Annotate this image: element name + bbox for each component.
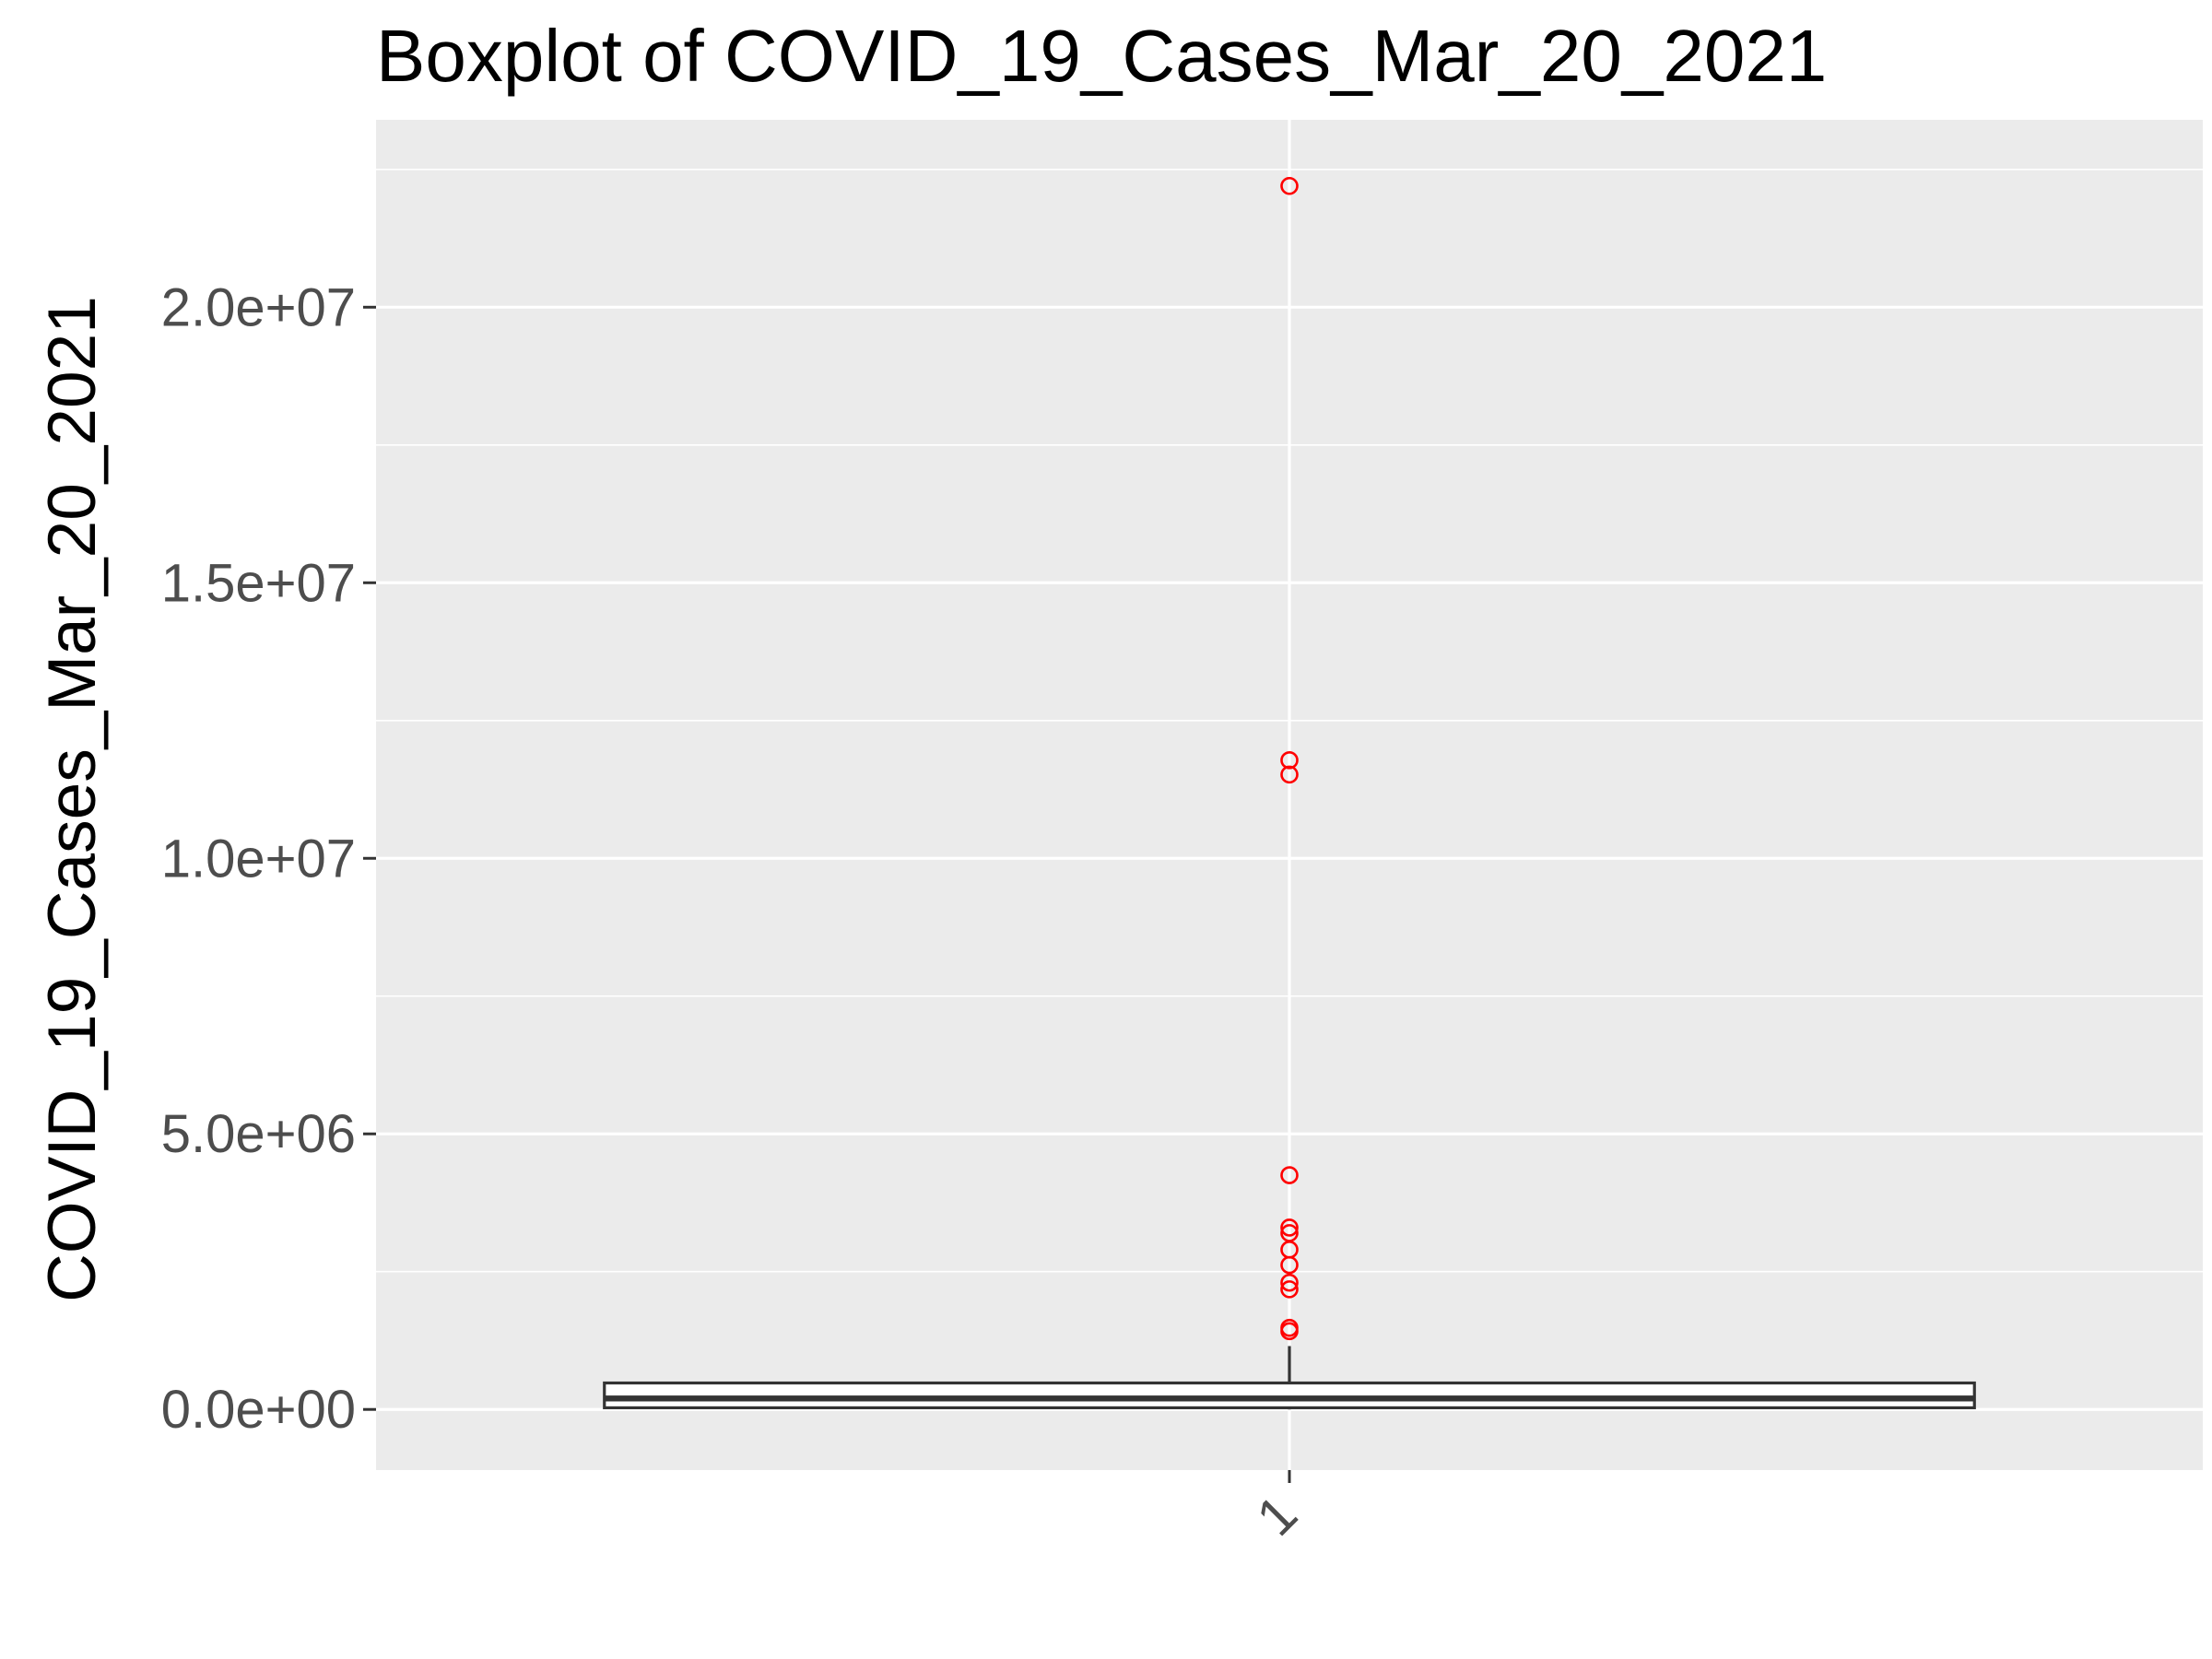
outlier-point (1280, 1255, 1299, 1275)
y-tick-label: 1.5e+07 (161, 553, 356, 613)
outlier-point (1280, 1166, 1299, 1184)
outlier-point (1280, 1273, 1299, 1292)
outlier-point (1280, 1218, 1299, 1237)
outlier-point (1280, 1280, 1299, 1299)
outlier-point (1280, 1322, 1299, 1341)
outlier-point (1280, 751, 1299, 770)
y-tick-label: 2.0e+07 (161, 277, 356, 337)
outlier-point (1280, 765, 1299, 784)
x-tick-label: 1 (1245, 1484, 1309, 1547)
y-tick-label: 0.0e+00 (161, 1380, 356, 1440)
outlier-point (1280, 176, 1299, 195)
y-axis: 0.0e+00 5.0e+06 1.0e+07 1.5e+07 2.0e+07 (161, 277, 376, 1440)
box-marks (603, 176, 1976, 1410)
box-iqr (603, 1381, 1976, 1410)
y-tick-label: 1.0e+07 (161, 829, 356, 888)
chart-title: Boxplot of COVID_19_Cases_Mar_20_2021 (376, 15, 1827, 97)
box-group (603, 176, 1976, 1410)
x-axis: 1 (1245, 1470, 1309, 1547)
y-tick-label: 5.0e+06 (161, 1104, 356, 1164)
y-axis-title: COVID_19_Cases_Mar_20_2021 (35, 296, 110, 1302)
